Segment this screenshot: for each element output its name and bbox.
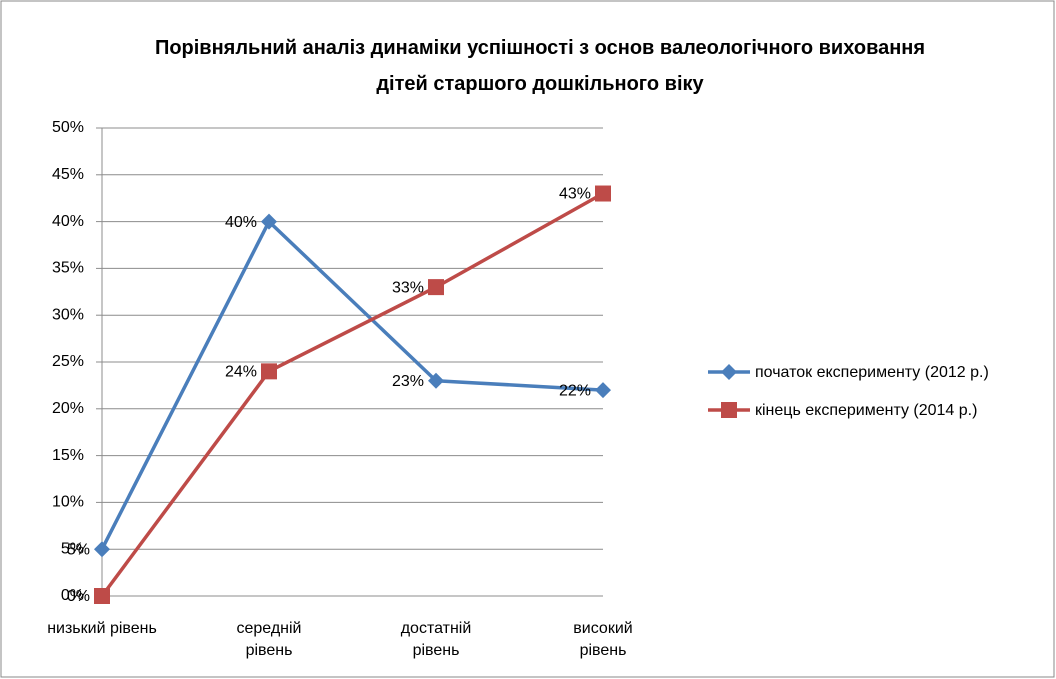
y-tick-label: 0%	[61, 587, 84, 604]
marker	[261, 213, 277, 230]
x-tick-label: достатній рівень	[400, 620, 472, 659]
x-tick-label: високий рівень	[573, 620, 633, 659]
data-label: 33%	[392, 279, 424, 296]
data-label: 40%	[225, 214, 257, 231]
y-tick-label: 50%	[52, 119, 84, 136]
marker	[595, 185, 611, 202]
marker	[428, 279, 444, 296]
y-tick-label: 45%	[52, 166, 84, 183]
y-tick-label: 35%	[52, 260, 84, 277]
marker	[595, 382, 611, 399]
data-label: 5%	[67, 541, 90, 558]
y-tick-label: 40%	[52, 213, 84, 230]
data-label: 24%	[225, 364, 257, 381]
y-tick-label: 25%	[52, 353, 84, 370]
series-line	[100, 219, 604, 550]
marker	[94, 541, 110, 558]
data-label: 22%	[559, 382, 591, 399]
legend-marker	[721, 402, 737, 418]
y-tick-label: 20%	[52, 400, 84, 417]
legend-label: кінець експерименту (2014 р.)	[755, 402, 977, 419]
legend-label: початок експерименту (2012 р.)	[755, 364, 989, 381]
chart-title: Порівняльний аналіз динаміки успішності …	[154, 37, 926, 95]
marker	[261, 363, 277, 380]
y-tick-label: 10%	[52, 494, 84, 511]
data-label: 43%	[559, 186, 591, 203]
series-line	[100, 191, 604, 598]
y-tick-label: 15%	[52, 447, 84, 464]
data-label: 23%	[392, 373, 424, 390]
marker	[94, 588, 110, 604]
y-tick-label: 5%	[61, 540, 84, 557]
x-tick-label: низький рівень	[47, 620, 157, 637]
legend-marker	[721, 364, 737, 380]
y-tick-label: 30%	[52, 306, 84, 323]
marker	[428, 372, 444, 389]
x-tick-label: середній рівень	[236, 620, 302, 659]
data-label: 0%	[67, 588, 90, 605]
